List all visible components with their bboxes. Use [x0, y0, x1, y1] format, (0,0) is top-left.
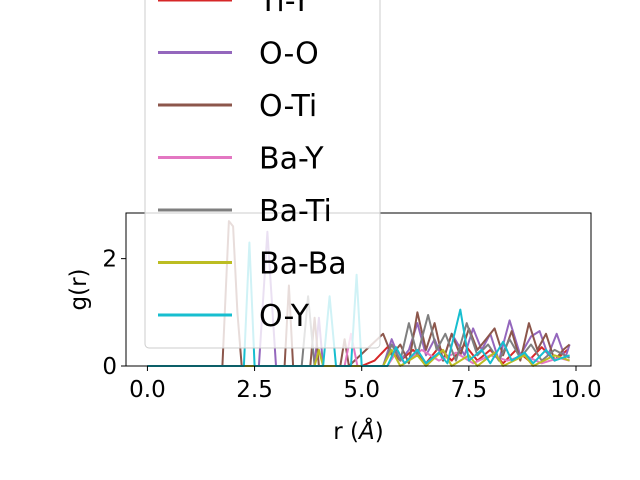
- x-tick-label: 0.0: [129, 377, 166, 403]
- y-axis-label: g(r): [66, 268, 92, 310]
- y-tick-label: 2: [102, 247, 117, 273]
- x-tick-label: 2.5: [236, 377, 273, 403]
- legend-label: O-Y: [259, 299, 310, 334]
- legend-label: Ba-Ti: [259, 194, 332, 229]
- legend-label: Ba-Y: [259, 142, 324, 177]
- series-line-ba-y: [147, 332, 570, 367]
- x-tick-label: 10.0: [550, 377, 601, 403]
- x-tick-label: 7.5: [451, 377, 488, 403]
- x-axis-label: r (Å): [333, 417, 383, 445]
- y-tick-label: 0: [102, 354, 117, 380]
- legend-label: Ba-Ba: [259, 247, 347, 282]
- legend-label: O-Ti: [259, 89, 317, 124]
- tick-layer: 0.0 2.5 5.0 7.5 10.0 0 2: [102, 247, 601, 403]
- legend-label: O-O: [259, 37, 319, 72]
- legend-box: [144, 0, 381, 349]
- legend: Ti-Y O-O O-Ti Ba-Y Ba-Ti Ba-Ba O-Y: [144, 0, 381, 349]
- legend-label: Ti-Y: [258, 0, 311, 19]
- x-tick-label: 5.0: [343, 377, 380, 403]
